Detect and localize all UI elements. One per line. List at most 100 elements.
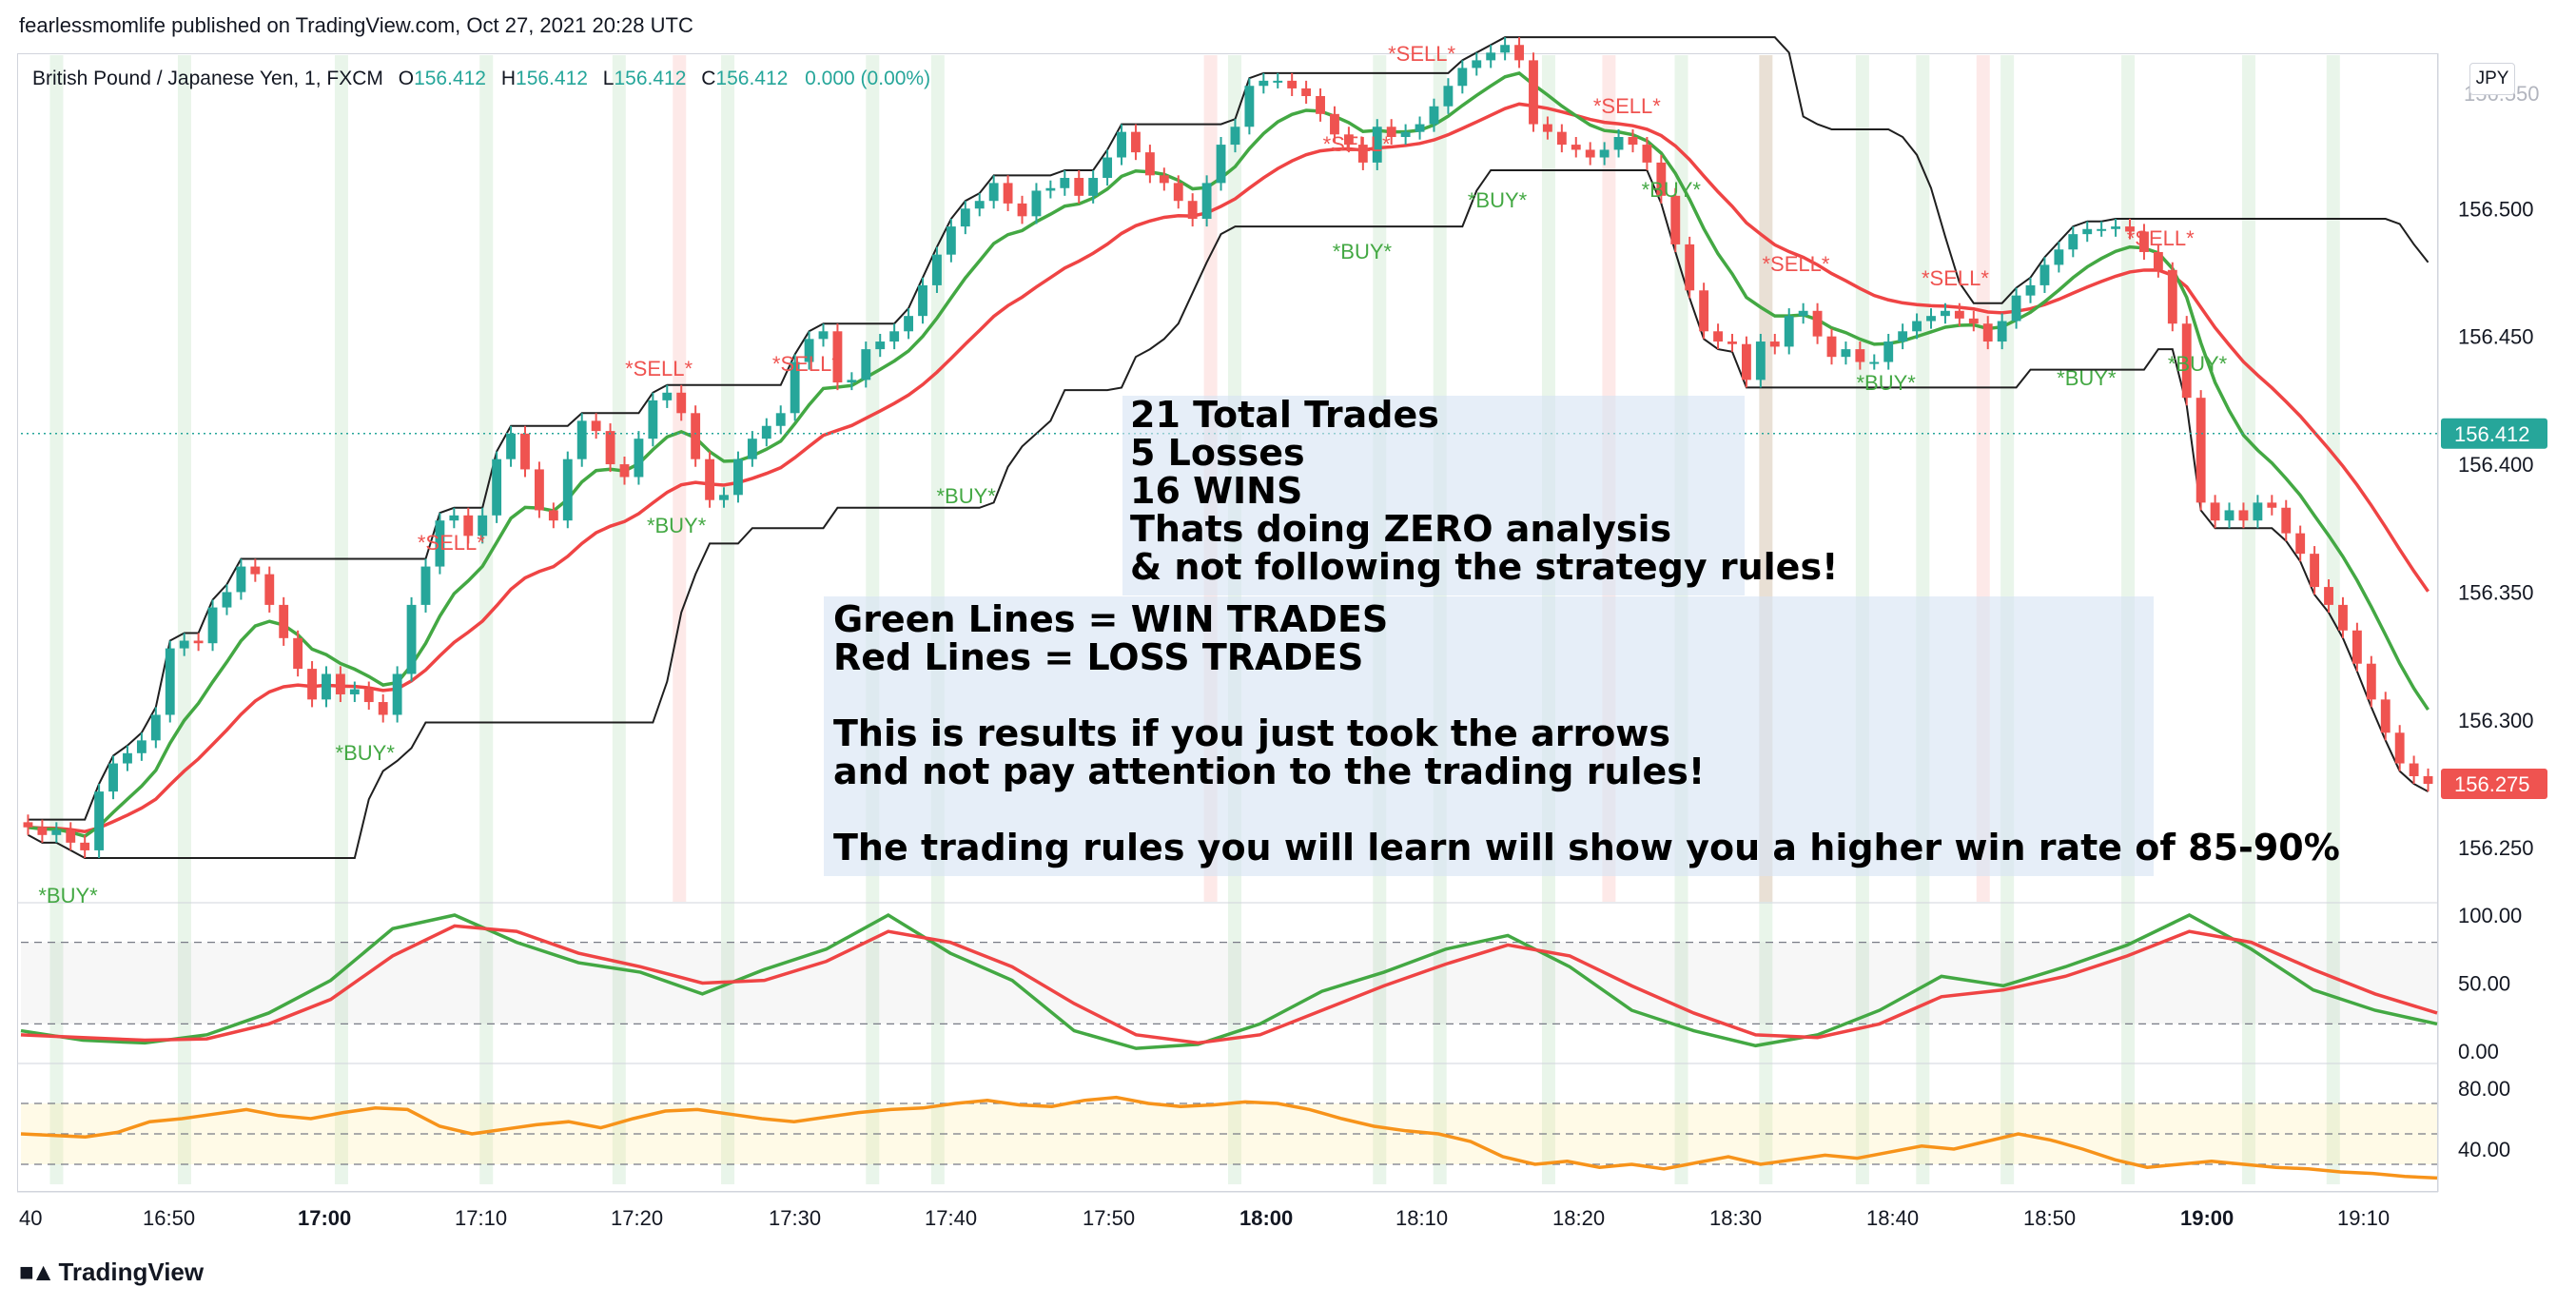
- candle-body: [1542, 124, 1552, 132]
- price-tick-label: 156.350: [2458, 580, 2534, 604]
- candle-body: [2394, 732, 2405, 764]
- last-price-tag-label: 156.412: [2454, 422, 2530, 446]
- candle-body: [23, 822, 33, 828]
- change-value: 0.000 (0.00%): [805, 68, 931, 89]
- candle-body: [2195, 398, 2206, 503]
- legend-line-4: This is results if you just took the arr…: [833, 712, 1671, 754]
- signal-band-green: [721, 55, 735, 1184]
- candle-body: [2366, 663, 2376, 700]
- sell-signal-label: *SELL*: [1593, 94, 1661, 118]
- candle-body: [719, 495, 729, 500]
- candle-body: [1386, 127, 1396, 138]
- candle-body: [676, 392, 687, 414]
- candle-body: [1074, 178, 1084, 196]
- tradingview-logo[interactable]: ■▲ TradingView: [19, 1258, 204, 1287]
- buy-signal-label: *BUY*: [1642, 178, 1702, 202]
- price-tick-label: 156.500: [2458, 197, 2534, 221]
- candle-body: [2097, 228, 2107, 231]
- candle-body: [1301, 88, 1312, 97]
- stoch-tick-label: 50.00: [2458, 972, 2510, 996]
- candle-body: [1755, 341, 1766, 380]
- buy-signal-label: *BUY*: [2057, 366, 2117, 390]
- candle-body: [2267, 502, 2277, 508]
- candle-body: [2111, 226, 2121, 229]
- low-value: 156.412: [614, 68, 687, 89]
- candle-body: [94, 791, 105, 850]
- stats-line-3: 16 WINS: [1130, 470, 1303, 512]
- time-tick-label: 18:40: [1866, 1206, 1919, 1230]
- time-tick-label: 19:00: [2180, 1206, 2234, 1230]
- candle-body: [279, 604, 289, 638]
- time-tick-label: 18:10: [1395, 1206, 1448, 1230]
- candle-body: [1713, 331, 1723, 342]
- symbol-name[interactable]: British Pound / Japanese Yen, 1, FXCM: [32, 68, 383, 89]
- candle-body: [520, 433, 530, 470]
- candle-body: [1017, 203, 1027, 217]
- candle-body: [420, 566, 431, 605]
- time-tick-label: 17:10: [455, 1206, 507, 1230]
- sell-signal-label: *SELL*: [1323, 132, 1391, 156]
- candle-body: [1656, 162, 1667, 196]
- candle-body: [591, 420, 601, 432]
- candle-body: [1031, 190, 1042, 217]
- sell-signal-label: *SELL*: [418, 531, 485, 555]
- candle-body: [2295, 533, 2306, 555]
- price-tick-label: 156.450: [2458, 325, 2534, 349]
- candle-body: [1727, 341, 1737, 344]
- candle-body: [1486, 52, 1496, 61]
- stats-line-4: Thats doing ZERO analysis: [1130, 508, 1672, 550]
- candle-body: [1287, 80, 1298, 88]
- legend-box: Green Lines = WIN TRADES Red Lines = LOS…: [824, 596, 2340, 876]
- candle-body: [2253, 502, 2263, 521]
- candle-body: [1173, 183, 1183, 202]
- ma-green-line: [28, 70, 2430, 839]
- candle-body: [1201, 183, 1212, 220]
- candle-body: [264, 574, 275, 605]
- candle-body: [974, 201, 985, 209]
- candle-body: [576, 420, 587, 459]
- candle-body: [2210, 502, 2220, 521]
- time-tick-label: 17:50: [1083, 1206, 1135, 1230]
- legend-line-2: Red Lines = LOSS TRADES: [833, 636, 1364, 678]
- candle-body: [1855, 349, 1865, 362]
- candle-body: [108, 763, 118, 792]
- candle-body: [293, 637, 303, 670]
- publisher-line: fearlessmomlife published on TradingView…: [19, 13, 693, 37]
- candle-body: [832, 331, 843, 383]
- rsi-tick-label: 40.00: [2458, 1138, 2510, 1161]
- candle-body: [1599, 149, 1610, 158]
- buy-signal-label: *BUY*: [336, 741, 396, 765]
- candle-body: [2125, 226, 2135, 232]
- candle-body: [2082, 228, 2093, 235]
- candle-body: [1117, 131, 1126, 158]
- time-tick-label: 18:20: [1552, 1206, 1605, 1230]
- candle-body: [1514, 45, 1524, 61]
- candle-body: [2181, 323, 2192, 399]
- open-value: 156.412: [414, 68, 486, 89]
- candle-body: [2281, 507, 2292, 534]
- candle-body: [2153, 251, 2163, 270]
- candle-body: [123, 752, 132, 764]
- buy-signal-label: *BUY*: [1333, 240, 1393, 263]
- candle-body: [705, 458, 715, 500]
- stoch-k-line: [20, 912, 2438, 1050]
- candle-body: [1273, 80, 1283, 83]
- candle-body: [847, 380, 857, 383]
- signal-band-green: [177, 55, 191, 1184]
- candle-body: [179, 640, 189, 649]
- candle-body: [378, 702, 388, 715]
- candle-body: [1159, 175, 1169, 184]
- currency-button[interactable]: JPY: [2469, 63, 2515, 95]
- candle-body: [988, 183, 999, 202]
- candle-body: [691, 413, 701, 459]
- candle-body: [761, 425, 771, 439]
- candle-body: [1144, 152, 1155, 176]
- legend-line-7: The trading rules you will learn will sh…: [833, 827, 2340, 868]
- candle-body: [2310, 554, 2320, 588]
- buy-signal-label: *BUY*: [2168, 352, 2228, 376]
- stoch-tick-label: 0.00: [2458, 1040, 2499, 1063]
- candle-body: [2238, 510, 2249, 521]
- sell-signal-label: *SELL*: [1388, 42, 1455, 66]
- high-value: 156.412: [516, 68, 588, 89]
- candle-body: [2025, 284, 2036, 296]
